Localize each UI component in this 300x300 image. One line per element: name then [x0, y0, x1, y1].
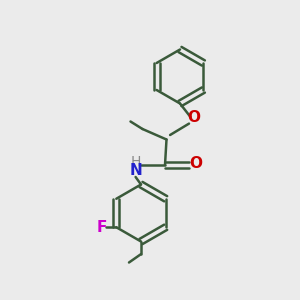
- Text: N: N: [129, 163, 142, 178]
- Text: F: F: [96, 220, 106, 235]
- Text: H: H: [130, 155, 141, 169]
- Text: O: O: [187, 110, 200, 124]
- Text: O: O: [189, 156, 202, 171]
